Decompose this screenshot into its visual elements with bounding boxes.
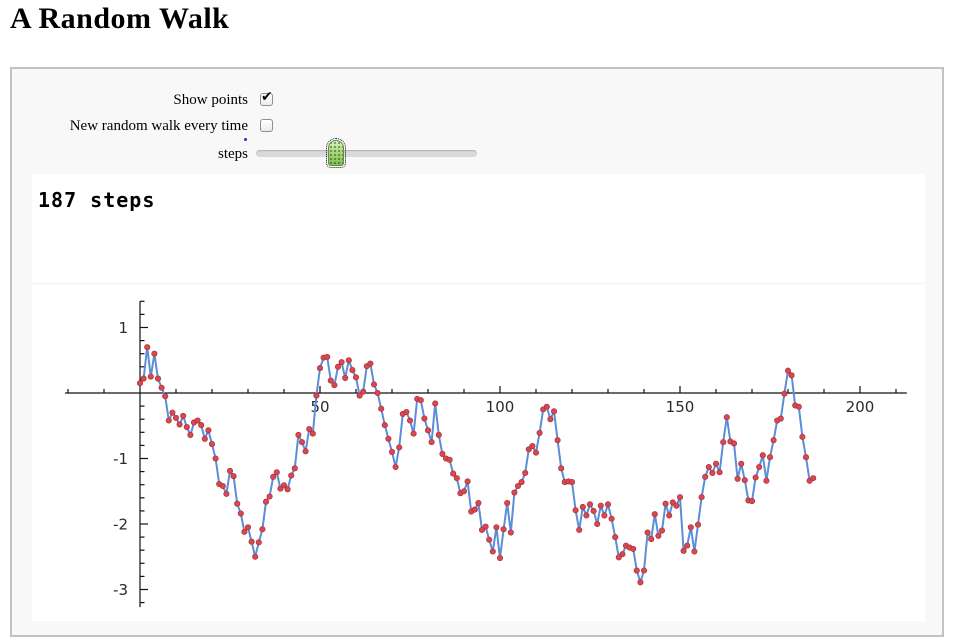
steps-slider-thumb[interactable] <box>326 138 346 168</box>
show-points-label: Show points <box>173 92 248 108</box>
svg-text:150: 150 <box>666 398 695 416</box>
walk-points <box>136 344 817 586</box>
plot-output-box: 50 100 150 200 1 -1 -2 -3 <box>32 285 925 621</box>
svg-text:-1: -1 <box>113 450 128 468</box>
svg-text:50: 50 <box>310 398 329 416</box>
steps-slider-track[interactable] <box>256 150 477 157</box>
svg-text:-2: -2 <box>113 516 128 534</box>
page-title: A Random Walk <box>10 2 230 35</box>
svg-text:100: 100 <box>486 398 515 416</box>
svg-text:200: 200 <box>846 398 875 416</box>
slider-focus-dot <box>244 138 247 141</box>
checkmark-icon: ✔ <box>261 89 273 105</box>
new-walk-label: New random walk every time <box>69 118 248 134</box>
axes <box>65 300 907 608</box>
manipulate-panel: Show points ✔ New random walk every time… <box>10 67 944 637</box>
steps-count-text: 187 steps <box>38 188 156 212</box>
svg-text:1: 1 <box>118 319 128 337</box>
svg-text:-3: -3 <box>113 581 128 599</box>
random-walk-plot: 50 100 150 200 1 -1 -2 -3 <box>65 300 907 608</box>
steps-output-box: 187 steps <box>32 174 925 282</box>
new-walk-checkbox[interactable] <box>260 119 273 132</box>
show-points-checkbox[interactable]: ✔ <box>260 89 273 106</box>
walk-line <box>139 346 815 584</box>
steps-label: steps <box>218 146 248 162</box>
tick-labels: 50 100 150 200 1 -1 -2 -3 <box>113 319 874 599</box>
